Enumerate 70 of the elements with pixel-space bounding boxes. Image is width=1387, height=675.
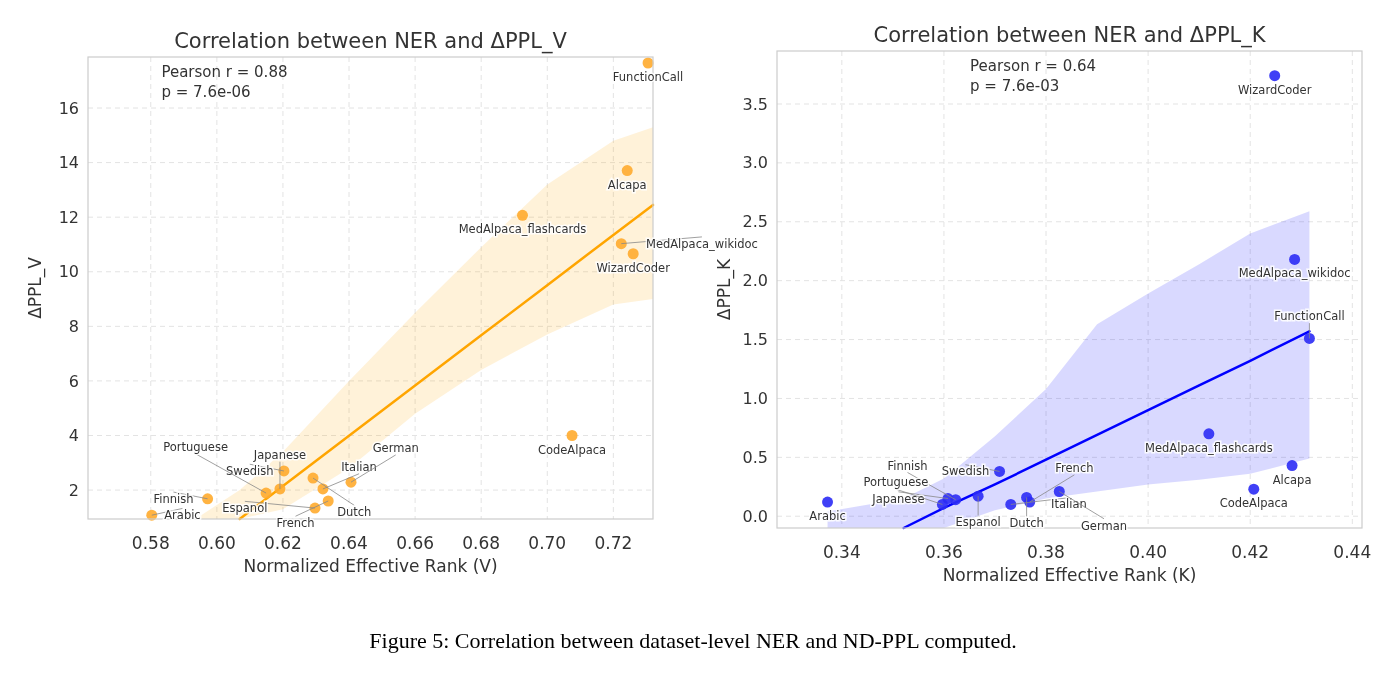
chart-title: Correlation between NER and ΔPPL_K — [873, 23, 1267, 48]
annotation: Pearson r = 0.64 p = 7.6e-03 — [970, 57, 1097, 95]
y-tick-label: 2.0 — [742, 271, 768, 291]
y-axis-title: ΔPPL_K — [714, 258, 735, 321]
annotation: Espanol — [955, 515, 1001, 530]
annotation: Portuguese — [863, 475, 929, 490]
annotation: FunctionCall — [612, 70, 684, 85]
x-tick-label: 0.44 — [1333, 542, 1372, 562]
annotation: French — [276, 516, 315, 531]
annotation: French — [1055, 461, 1094, 476]
x-tick-label: 0.38 — [1027, 542, 1065, 562]
x-tick-label: 0.34 — [822, 542, 861, 562]
annotation: Italian — [341, 460, 377, 475]
x-tick-label: 0.68 — [462, 533, 501, 553]
x-tick-label: 0.60 — [197, 533, 236, 553]
x-tick-label: 0.58 — [131, 533, 170, 553]
x-tick-label: 0.40 — [1129, 542, 1168, 562]
x-tick-label: 0.42 — [1231, 542, 1270, 562]
annotation: German — [1080, 518, 1128, 533]
caption: Figure 5: Correlation between dataset-level NER and ND-PPL computed. — [369, 628, 1017, 653]
annotation: German — [372, 441, 419, 456]
x-tick-label: 0.72 — [594, 533, 633, 553]
y-tick-label: 10 — [58, 262, 79, 282]
x-axis-title: Normalized Effective Rank (K) — [942, 565, 1197, 585]
annotation: Finnish — [153, 491, 194, 506]
y-axis-title: ΔPPL_V — [25, 256, 46, 319]
annotation: Japanese — [252, 448, 307, 463]
y-tick-label: 1.0 — [742, 389, 768, 409]
annotation: WizardCoder — [596, 260, 671, 275]
annotation: Portuguese — [163, 440, 228, 455]
annotation: Swedish — [226, 464, 274, 478]
y-tick-label: 2.5 — [742, 212, 768, 232]
x-tick-label: 0.70 — [528, 533, 567, 553]
y-tick-label: 12 — [58, 207, 79, 227]
x-tick-label: 0.36 — [924, 542, 963, 562]
x-tick-label: 0.64 — [330, 533, 368, 553]
annotation: Swedish — [941, 464, 990, 479]
y-tick-label: 2 — [68, 480, 79, 500]
chart-title: Correlation between NER and ΔPPL_V — [174, 29, 568, 54]
x-tick-label: 0.66 — [396, 533, 435, 553]
y-tick-label: 1.5 — [742, 330, 768, 350]
annotation: Pearson r = 0.88 p = 7.6e-06 — [161, 63, 288, 101]
annotation: Arabic — [164, 508, 201, 523]
annotation: Japanese — [871, 491, 925, 506]
annotation: CodeAlpaca — [1219, 496, 1288, 511]
x-tick-label: 0.62 — [264, 533, 302, 553]
annotation: Alcapa — [1272, 472, 1312, 487]
annotation: MedAlpaca_flashcards — [458, 222, 587, 237]
annotation: MedAlpaca_wikidoc — [645, 236, 758, 251]
y-tick-label: 3.0 — [742, 153, 768, 173]
annotation: FunctionCall — [1274, 309, 1345, 324]
y-tick-label: 8 — [68, 316, 79, 336]
annotation: Finnish — [887, 458, 928, 473]
annotation: Dutch — [337, 505, 372, 520]
x-axis-title: Normalized Effective Rank (V) — [243, 556, 498, 576]
annotation: MedAlpaca_wikidoc — [1238, 266, 1351, 281]
annotation: WizardCoder — [1238, 82, 1312, 97]
annotation: CodeAlpaca — [537, 442, 607, 457]
y-tick-label: 14 — [58, 153, 79, 173]
y-tick-label: 16 — [58, 98, 79, 118]
y-tick-label: 6 — [68, 371, 79, 391]
annotation: MedAlpaca_flashcards — [1145, 440, 1273, 455]
annotation: Alcapa — [607, 177, 647, 192]
y-tick-label: 0.5 — [742, 447, 768, 467]
y-tick-label: 4 — [68, 426, 79, 446]
y-tick-label: 0.0 — [742, 506, 768, 526]
annotation: Arabic — [809, 509, 846, 524]
annotation: Dutch — [1009, 516, 1044, 531]
y-tick-label: 3.5 — [742, 94, 768, 114]
annotation: Italian — [1051, 497, 1087, 512]
